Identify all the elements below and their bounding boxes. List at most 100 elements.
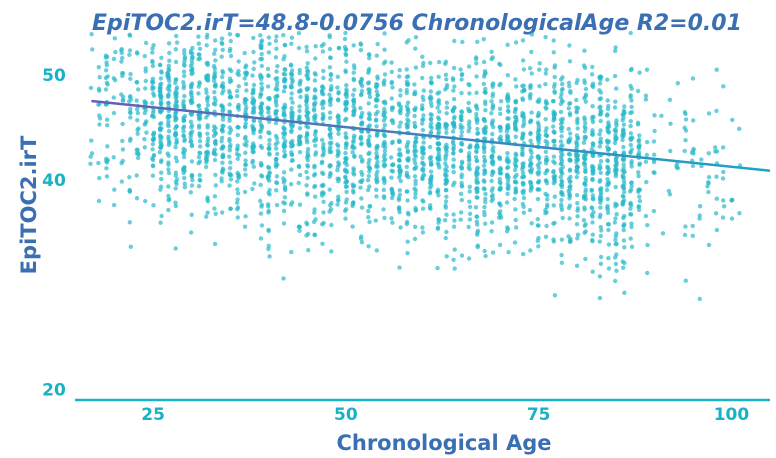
scatter-point xyxy=(489,220,495,225)
scatter-point xyxy=(598,136,603,141)
scatter-point xyxy=(304,65,309,70)
scatter-point xyxy=(211,151,217,156)
scatter-point xyxy=(297,114,302,119)
scatter-point xyxy=(166,119,171,124)
scatter-point xyxy=(605,106,611,112)
scatter-point xyxy=(304,49,310,54)
scatter-point xyxy=(274,76,280,81)
scatter-point xyxy=(96,102,101,107)
scatter-point xyxy=(304,44,309,50)
scatter-point xyxy=(327,187,332,192)
scatter-point xyxy=(675,81,680,86)
scatter-point xyxy=(259,87,264,93)
scatter-point xyxy=(629,221,634,226)
scatter-point xyxy=(143,198,148,204)
scatter-point xyxy=(536,165,541,171)
scatter-point xyxy=(173,179,179,184)
scatter-point xyxy=(612,73,618,79)
scatter-point xyxy=(527,207,533,213)
scatter-point xyxy=(204,214,209,219)
scatter-point xyxy=(598,200,603,205)
scatter-point xyxy=(613,184,618,190)
scatter-point xyxy=(274,34,279,39)
scatter-point xyxy=(267,151,272,156)
scatter-point xyxy=(104,174,110,179)
scatter-point xyxy=(636,144,641,149)
scatter-point xyxy=(150,58,155,64)
scatter-point xyxy=(335,85,340,90)
scatter-point xyxy=(281,221,287,226)
scatter-point xyxy=(443,72,449,78)
scatter-point xyxy=(628,200,633,206)
scatter-point xyxy=(598,205,603,210)
scatter-point xyxy=(643,93,649,98)
scatter-point xyxy=(428,80,434,86)
scatter-point xyxy=(335,148,340,153)
scatter-point xyxy=(298,94,303,100)
scatter-point xyxy=(236,84,241,89)
scatter-point xyxy=(544,181,550,186)
scatter-point xyxy=(228,46,233,52)
scatter-point xyxy=(413,35,419,40)
scatter-point xyxy=(143,78,148,84)
scatter-point xyxy=(552,63,558,68)
scatter-point xyxy=(305,222,310,227)
scatter-point xyxy=(405,239,410,244)
scatter-point xyxy=(173,132,178,137)
scatter-point xyxy=(535,130,541,136)
scatter-point xyxy=(135,127,140,133)
scatter-point xyxy=(443,157,448,162)
scatter-point xyxy=(413,181,418,187)
scatter-point xyxy=(450,76,456,81)
scatter-point xyxy=(204,35,210,40)
scatter-point xyxy=(157,109,163,114)
scatter-point xyxy=(597,132,602,137)
scatter-point xyxy=(481,116,487,122)
scatter-point xyxy=(551,129,556,134)
scatter-point xyxy=(559,156,564,162)
scatter-point xyxy=(590,232,595,237)
scatter-point xyxy=(282,113,287,118)
scatter-point xyxy=(427,190,433,195)
scatter-point xyxy=(213,47,218,52)
scatter-point xyxy=(158,82,163,87)
scatter-point xyxy=(251,106,256,111)
scatter-point xyxy=(374,175,379,180)
scatter-point xyxy=(435,225,441,230)
scatter-point xyxy=(628,189,633,194)
scatter-point xyxy=(414,135,419,140)
scatter-point xyxy=(590,239,595,244)
scatter-point xyxy=(644,67,650,72)
scatter-point xyxy=(459,77,464,82)
scatter-point xyxy=(520,170,526,175)
scatter-point xyxy=(320,105,326,111)
scatter-point xyxy=(482,158,488,163)
scatter-point xyxy=(558,109,564,115)
scatter-point xyxy=(313,113,318,118)
scatter-point xyxy=(614,231,619,236)
scatter-point xyxy=(189,81,195,86)
scatter-point xyxy=(358,236,364,241)
scatter-point xyxy=(635,120,641,126)
scatter-point xyxy=(621,127,626,132)
scatter-point xyxy=(166,170,172,176)
scatter-point xyxy=(637,162,642,167)
scatter-point xyxy=(575,116,580,122)
scatter-point xyxy=(467,167,472,172)
scatter-point xyxy=(574,97,579,103)
scatter-point xyxy=(190,55,195,60)
scatter-point xyxy=(528,170,534,175)
scatter-point xyxy=(319,160,324,166)
scatter-point xyxy=(327,92,332,97)
scatter-point xyxy=(420,75,425,81)
scatter-point xyxy=(250,186,255,192)
scatter-point xyxy=(645,242,650,248)
scatter-point xyxy=(313,129,318,134)
scatter-point xyxy=(259,43,264,48)
scatter-point xyxy=(196,103,202,108)
scatter-point xyxy=(429,121,434,126)
scatter-point xyxy=(535,196,541,202)
scatter-point xyxy=(529,32,535,37)
scatter-point xyxy=(259,63,264,69)
scatter-point xyxy=(336,117,341,122)
